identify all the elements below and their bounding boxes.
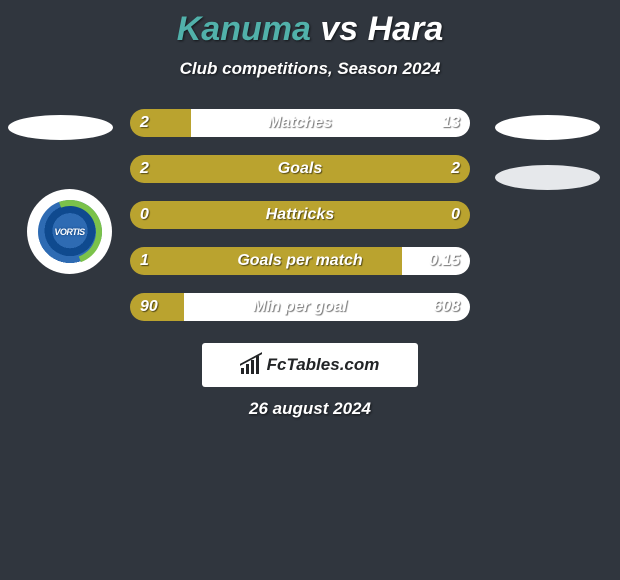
brand-text: FcTables.com — [267, 355, 380, 375]
stat-row: 213Matches — [130, 109, 470, 137]
page-title: Kanuma vs Hara — [0, 10, 620, 49]
stat-row: 90608Min per goal — [130, 293, 470, 321]
stat-label: Goals — [130, 160, 470, 178]
comparison-card: Kanuma vs Hara Club competitions, Season… — [0, 0, 620, 419]
player2-club-placeholder — [495, 165, 600, 190]
brand-chart-icon — [241, 356, 263, 374]
player1-name: Kanuma — [177, 10, 311, 48]
player1-avatar-placeholder — [8, 115, 113, 140]
stat-row: 00Hattricks — [130, 201, 470, 229]
player2-avatar-placeholder — [495, 115, 600, 140]
comparison-chart: VORTIS 213Matches 22Goals 00Hattricks 10.15… — [0, 109, 620, 321]
player1-club-badge: VORTIS — [27, 189, 112, 274]
vs-label: vs — [320, 10, 358, 48]
stat-rows: 213Matches 22Goals 00Hattricks 10.15Goals p… — [130, 109, 490, 321]
stat-row: 10.15Goals per match — [130, 247, 470, 275]
date-label: 26 august 2024 — [0, 399, 620, 419]
stat-label: Hattricks — [130, 206, 470, 224]
stat-label: Min per goal — [130, 298, 470, 316]
brand-badge: FcTables.com — [202, 343, 418, 387]
player2-name: Hara — [368, 10, 444, 48]
stat-label: Matches — [130, 114, 470, 132]
stat-row: 22Goals — [130, 155, 470, 183]
subtitle: Club competitions, Season 2024 — [0, 59, 620, 79]
club-crest-icon: VORTIS — [38, 200, 102, 264]
club-crest-text: VORTIS — [54, 227, 84, 237]
stat-label: Goals per match — [130, 252, 470, 270]
